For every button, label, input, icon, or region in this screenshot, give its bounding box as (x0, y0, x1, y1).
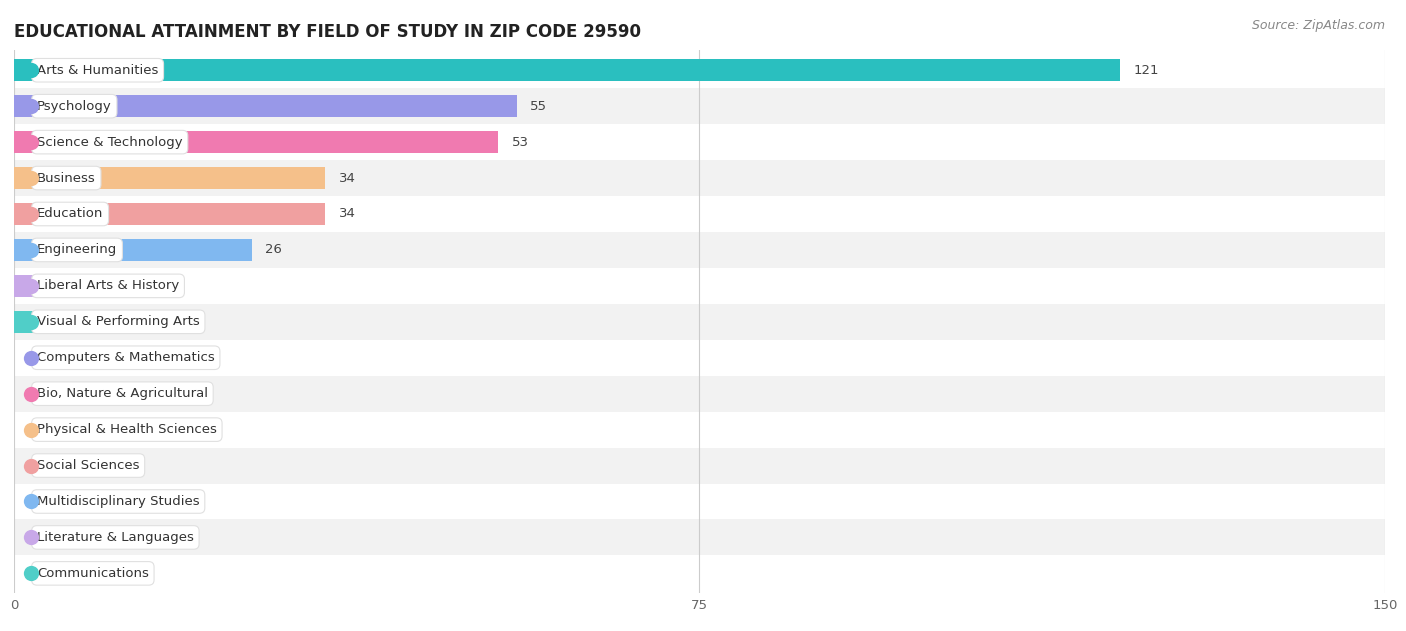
Bar (14, 232, 1385, 268)
Text: Physical & Health Sciences: Physical & Health Sciences (37, 423, 217, 436)
Text: 0: 0 (28, 387, 37, 400)
Text: Multidisciplinary Studies: Multidisciplinary Studies (37, 495, 200, 508)
Text: 53: 53 (512, 136, 529, 149)
Text: 0: 0 (28, 423, 37, 436)
Bar (14, 274, 96, 297)
Text: Liberal Arts & History: Liberal Arts & History (37, 280, 179, 292)
Bar (14, 519, 1385, 555)
Bar (14, 131, 499, 153)
Text: 34: 34 (339, 208, 356, 220)
Text: 0: 0 (28, 531, 37, 544)
Bar (14, 268, 1385, 304)
Bar (14, 555, 1385, 591)
Text: Bio, Nature & Agricultural: Bio, Nature & Agricultural (37, 387, 208, 400)
Text: 0: 0 (28, 567, 37, 580)
Bar (14, 483, 1385, 519)
Bar (14, 310, 60, 333)
Bar (14, 196, 1385, 232)
Bar (14, 339, 1385, 375)
Bar (14, 52, 1385, 88)
Text: 0: 0 (28, 459, 37, 472)
Text: 26: 26 (266, 244, 283, 256)
Bar (14, 124, 1385, 160)
Text: Education: Education (37, 208, 103, 220)
Text: 0: 0 (28, 495, 37, 508)
Text: Communications: Communications (37, 567, 149, 580)
Text: Psychology: Psychology (37, 100, 111, 113)
Bar (14, 160, 1385, 196)
Text: Arts & Humanities: Arts & Humanities (37, 64, 159, 77)
Bar (14, 447, 1385, 483)
Bar (14, 88, 1385, 124)
Text: Literature & Languages: Literature & Languages (37, 531, 194, 544)
Text: Computers & Mathematics: Computers & Mathematics (37, 351, 215, 364)
Text: Engineering: Engineering (37, 244, 117, 256)
Text: Visual & Performing Arts: Visual & Performing Arts (37, 316, 200, 328)
Text: 55: 55 (530, 100, 547, 113)
Bar (14, 167, 325, 189)
Text: 9: 9 (110, 280, 118, 292)
Text: EDUCATIONAL ATTAINMENT BY FIELD OF STUDY IN ZIP CODE 29590: EDUCATIONAL ATTAINMENT BY FIELD OF STUDY… (14, 23, 641, 40)
Text: 121: 121 (1133, 64, 1159, 77)
Bar (14, 239, 252, 261)
Bar (14, 95, 517, 117)
Bar (14, 411, 1385, 447)
Text: Business: Business (37, 172, 96, 184)
Bar (14, 304, 1385, 339)
Bar (14, 375, 1385, 411)
Text: 5: 5 (73, 316, 82, 328)
Text: 0: 0 (28, 351, 37, 364)
Text: 34: 34 (339, 172, 356, 184)
Text: Science & Technology: Science & Technology (37, 136, 183, 149)
Bar (14, 203, 325, 225)
Bar (14, 59, 1121, 81)
Text: Source: ZipAtlas.com: Source: ZipAtlas.com (1251, 19, 1385, 32)
Text: Social Sciences: Social Sciences (37, 459, 139, 472)
